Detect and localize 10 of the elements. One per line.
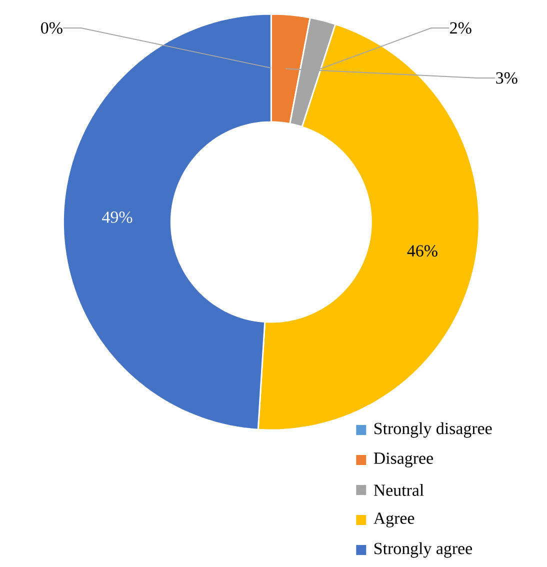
data-label: 2% <box>450 22 472 34</box>
legend-label: Strongly agree <box>374 542 472 558</box>
legend-label: Agree <box>373 512 414 528</box>
data-label: 3% <box>496 72 518 84</box>
legend-label: Strongly disagree <box>374 422 492 438</box>
data-label: 49% <box>102 211 132 223</box>
legend-label: Disagree <box>374 452 433 468</box>
legend-label: Neutral <box>374 484 424 496</box>
data-label: 46% <box>407 245 438 257</box>
text: 0% <box>40 22 62 34</box>
